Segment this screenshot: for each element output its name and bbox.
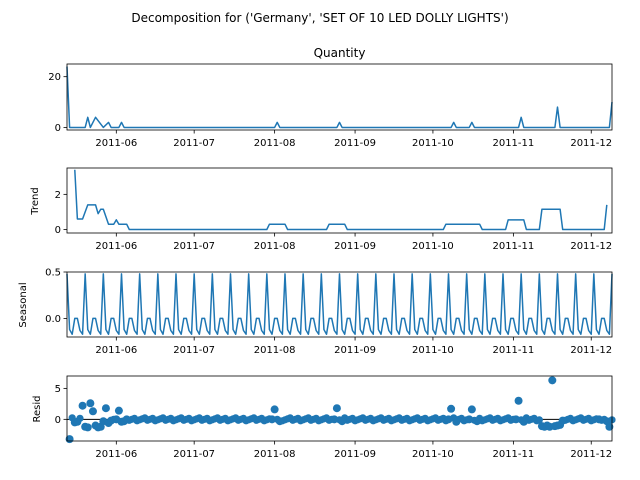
- resid-point: [444, 415, 453, 424]
- x-tick-label: 2011-11: [492, 345, 534, 356]
- panel-seasonal-ylabel: Seasonal: [18, 282, 29, 327]
- panel-observed: Quantity 0 20 2011-06 2011-07 2011-08 2011-09…: [48, 46, 613, 149]
- x-tick-label: 2011-06: [95, 345, 137, 356]
- panel-resid-plot: 0 5 2011-06 2011-07 2011-08 2011-09 2011-10 201…: [55, 375, 616, 460]
- resid-point: [473, 417, 482, 426]
- resid-point: [535, 416, 543, 424]
- x-tick-label: 2011-11: [492, 138, 534, 149]
- resid-point: [605, 422, 614, 431]
- x-tick-label: 2011-06: [95, 241, 137, 252]
- x-tick-label: 2011-12: [570, 241, 612, 252]
- x-tick-label: 2011-06: [95, 138, 137, 149]
- y-tick-label: 20: [48, 72, 61, 83]
- x-tick-label: 2011-08: [254, 449, 296, 460]
- resid-point: [465, 415, 474, 424]
- resid-point: [114, 406, 123, 415]
- resid-point: [558, 416, 567, 425]
- x-tick-label: 2011-10: [412, 138, 454, 149]
- x-tick-label: 2011-10: [412, 241, 454, 252]
- panel-trend-plot: 0 2 2011-06 2011-07 2011-08 2011-09 2011-10 201…: [55, 167, 613, 252]
- resid-point: [83, 423, 92, 432]
- resid-point: [86, 399, 95, 408]
- panel-frame: [66, 375, 613, 442]
- x-tick-label: 2011-11: [492, 241, 534, 252]
- panel-observed-plot: 0 20 2011-06 2011-07 2011-08 2011-09 2011-10 20…: [48, 63, 613, 149]
- y-tick-label: 5: [55, 384, 61, 395]
- resid-point: [447, 404, 456, 413]
- resid-point: [338, 417, 347, 426]
- panel-frame: [66, 271, 613, 338]
- x-tick-label: 2011-06: [95, 449, 137, 460]
- x-tick-label: 2011-07: [173, 449, 215, 460]
- resid-point: [595, 415, 604, 424]
- x-tick-label: 2011-07: [173, 241, 215, 252]
- panel-trend: Trend 0 2 2011-06 2011-07 2011-08 2011-09 2011…: [30, 167, 613, 252]
- x-tick-label: 2011-08: [254, 138, 296, 149]
- panel-resid: Resid 0 5 2011-06 2011-07 2011-08 2011-09 2011…: [32, 375, 616, 460]
- x-tick-label: 2011-09: [334, 345, 376, 356]
- panel-frame: [66, 167, 613, 234]
- panel-resid-ylabel: Resid: [32, 396, 43, 423]
- resid-point: [78, 401, 87, 410]
- panel-seasonal: Seasonal 0.0 0.5 2011-06 2011-07 2011-08 2011…: [18, 268, 613, 356]
- trend-line: [74, 169, 608, 231]
- panel-frame: [66, 63, 613, 131]
- resid-point: [330, 415, 339, 424]
- resid-point: [270, 405, 279, 414]
- resid-point: [467, 405, 476, 414]
- observed-line: [66, 66, 613, 129]
- x-tick-label: 2011-12: [570, 138, 612, 149]
- panel-observed-title: Quantity: [314, 46, 366, 60]
- resid-point: [268, 415, 277, 424]
- resid-point: [519, 417, 528, 426]
- y-tick-label: 0.5: [45, 268, 61, 279]
- seasonal-line: [66, 273, 613, 335]
- x-tick-label: 2011-10: [412, 449, 454, 460]
- y-tick-label: 0: [55, 225, 61, 236]
- resid-point: [511, 415, 520, 424]
- resid-point: [332, 404, 341, 413]
- x-tick-label: 2011-10: [412, 345, 454, 356]
- y-tick-label: 0: [55, 415, 61, 426]
- resid-point: [122, 415, 131, 424]
- x-tick-label: 2011-12: [570, 449, 612, 460]
- x-tick-label: 2011-09: [334, 449, 376, 460]
- resid-point: [452, 417, 461, 426]
- panel-trend-ylabel: Trend: [30, 187, 41, 215]
- x-tick-label: 2011-11: [492, 449, 534, 460]
- x-tick-label: 2011-09: [334, 241, 376, 252]
- x-tick-label: 2011-07: [173, 345, 215, 356]
- panel-seasonal-plot: 0.0 0.5 2011-06 2011-07 2011-08 2011-09 2011-1…: [45, 268, 613, 356]
- resid-point: [514, 396, 523, 405]
- x-tick-label: 2011-09: [334, 138, 376, 149]
- y-tick-label: 0: [55, 123, 61, 134]
- resid-point: [88, 407, 97, 416]
- x-tick-label: 2011-08: [254, 241, 296, 252]
- x-tick-label: 2011-07: [173, 138, 215, 149]
- resid-point: [73, 417, 82, 426]
- y-tick-label: 2: [55, 190, 61, 201]
- x-tick-label: 2011-08: [254, 345, 296, 356]
- y-tick-label: 0.0: [45, 314, 61, 325]
- resid-point: [548, 376, 557, 385]
- resid-point: [101, 404, 110, 413]
- resid-point: [275, 417, 284, 426]
- x-tick-label: 2011-12: [570, 345, 612, 356]
- figure-suptitle: Decomposition for ('Germany', 'SET OF 10…: [131, 11, 508, 25]
